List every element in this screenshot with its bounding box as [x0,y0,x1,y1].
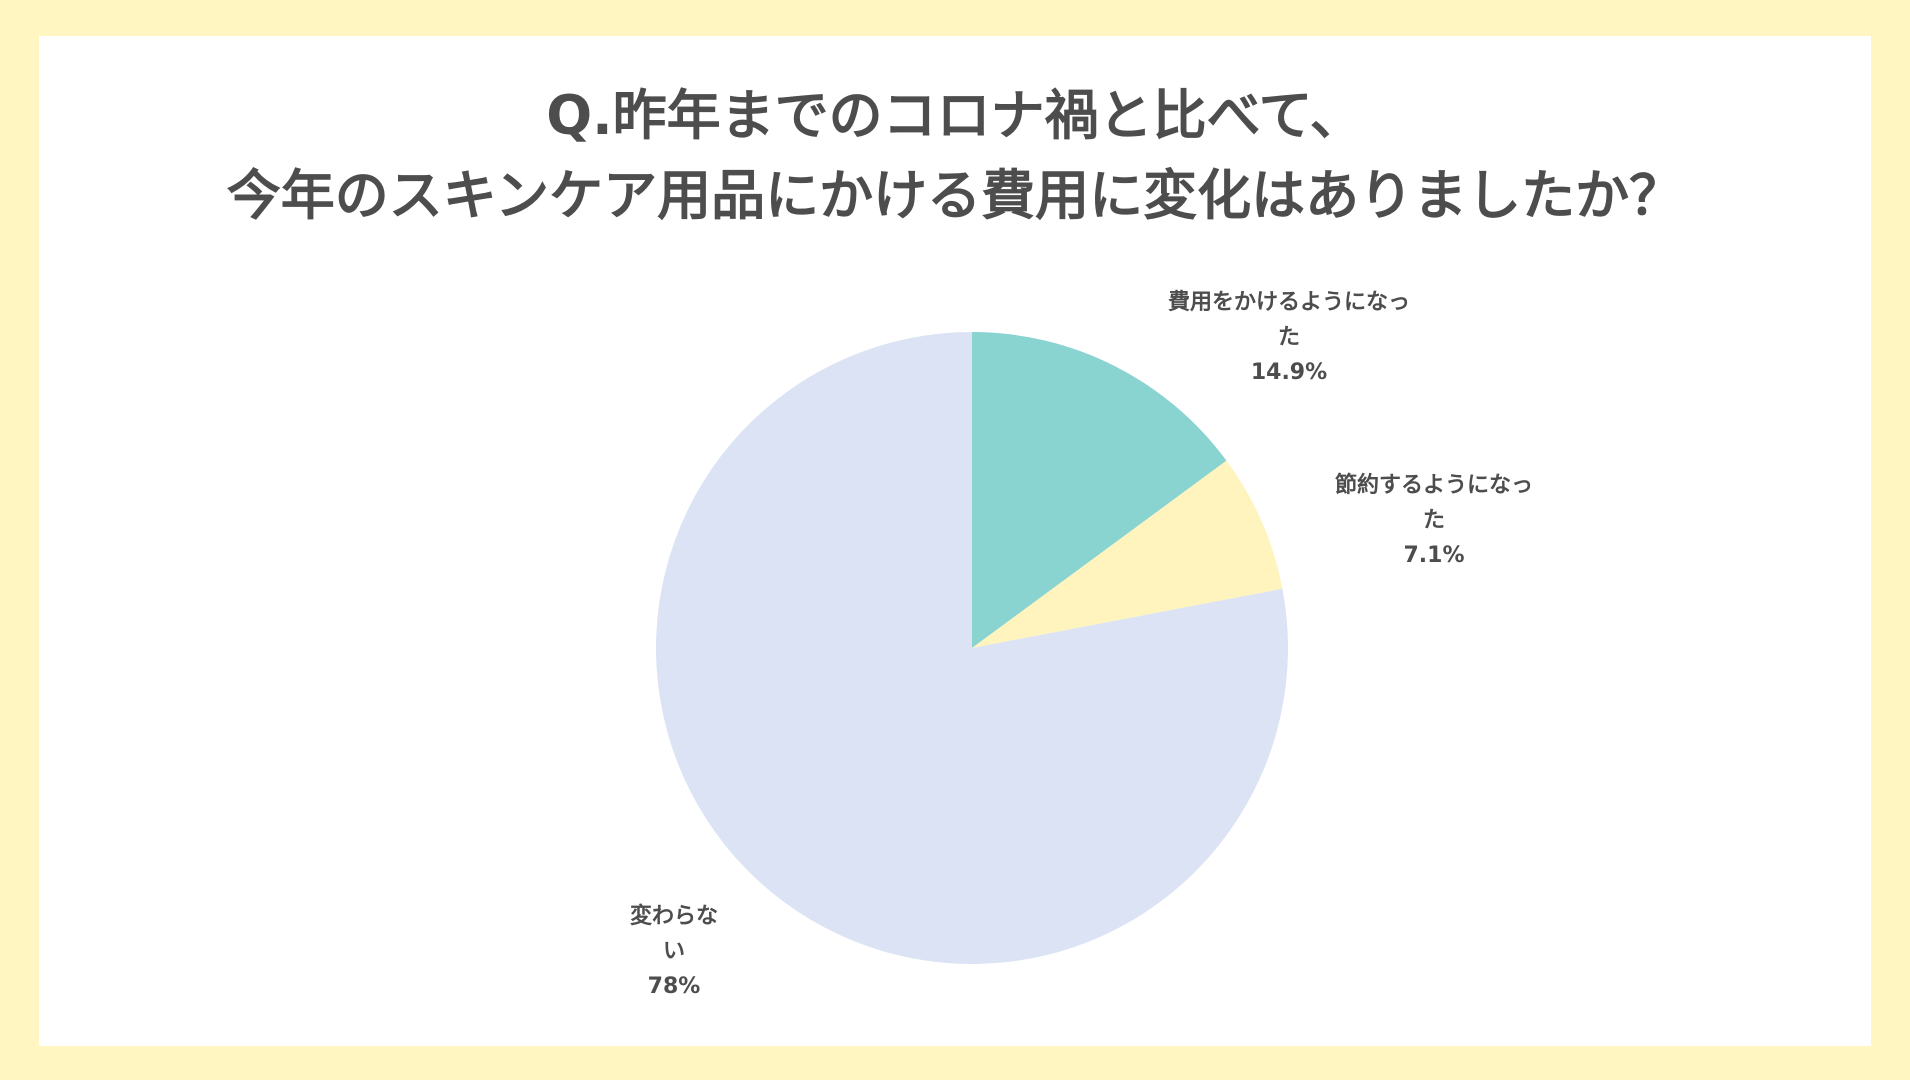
pie-slices [656,332,1289,965]
slice-label-unchanged-line-2: い [663,939,685,964]
pie-slice-save [972,460,1283,648]
slice-label-unchanged-line-1: 変わらな [630,903,718,929]
slice-label-increase: 費用をかけるようになっ た 14.9% [1168,290,1410,385]
chart-title-line-1: Q.昨年までのコロナ禍と比べて、 [546,84,1364,147]
slice-label-increase-value: 14.9% [1251,360,1327,385]
pie-slice-unchanged [656,332,1289,965]
slice-label-unchanged: 変わらな い 78% [630,903,718,999]
slice-label-save-line-1: 節約するようになっ [1335,472,1533,498]
slice-label-unchanged-value: 78% [648,974,701,999]
slice-label-increase-line-1: 費用をかけるようになっ [1168,290,1410,315]
card: Q.昨年までのコロナ禍と比べて、 今年のスキンケア用品にかける費用に変化はありま… [39,36,1871,1046]
chart-title: Q.昨年までのコロナ禍と比べて、 今年のスキンケア用品にかける費用に変化はありま… [39,76,1871,236]
pie-slice-increase [972,332,1227,648]
chart-title-line-2: 今年のスキンケア用品にかける費用に変化はありましたか？ [226,164,1684,227]
slice-label-save: 節約するようになっ た 7.1% [1335,472,1533,568]
slice-label-save-value: 7.1% [1403,543,1464,568]
slice-label-save-line-2: た [1423,508,1445,533]
pie-chart: 費用をかけるようになっ た 14.9% 節約するようになっ た 7.1% 変わら… [630,290,1533,999]
slice-label-increase-line-2: た [1278,325,1300,350]
